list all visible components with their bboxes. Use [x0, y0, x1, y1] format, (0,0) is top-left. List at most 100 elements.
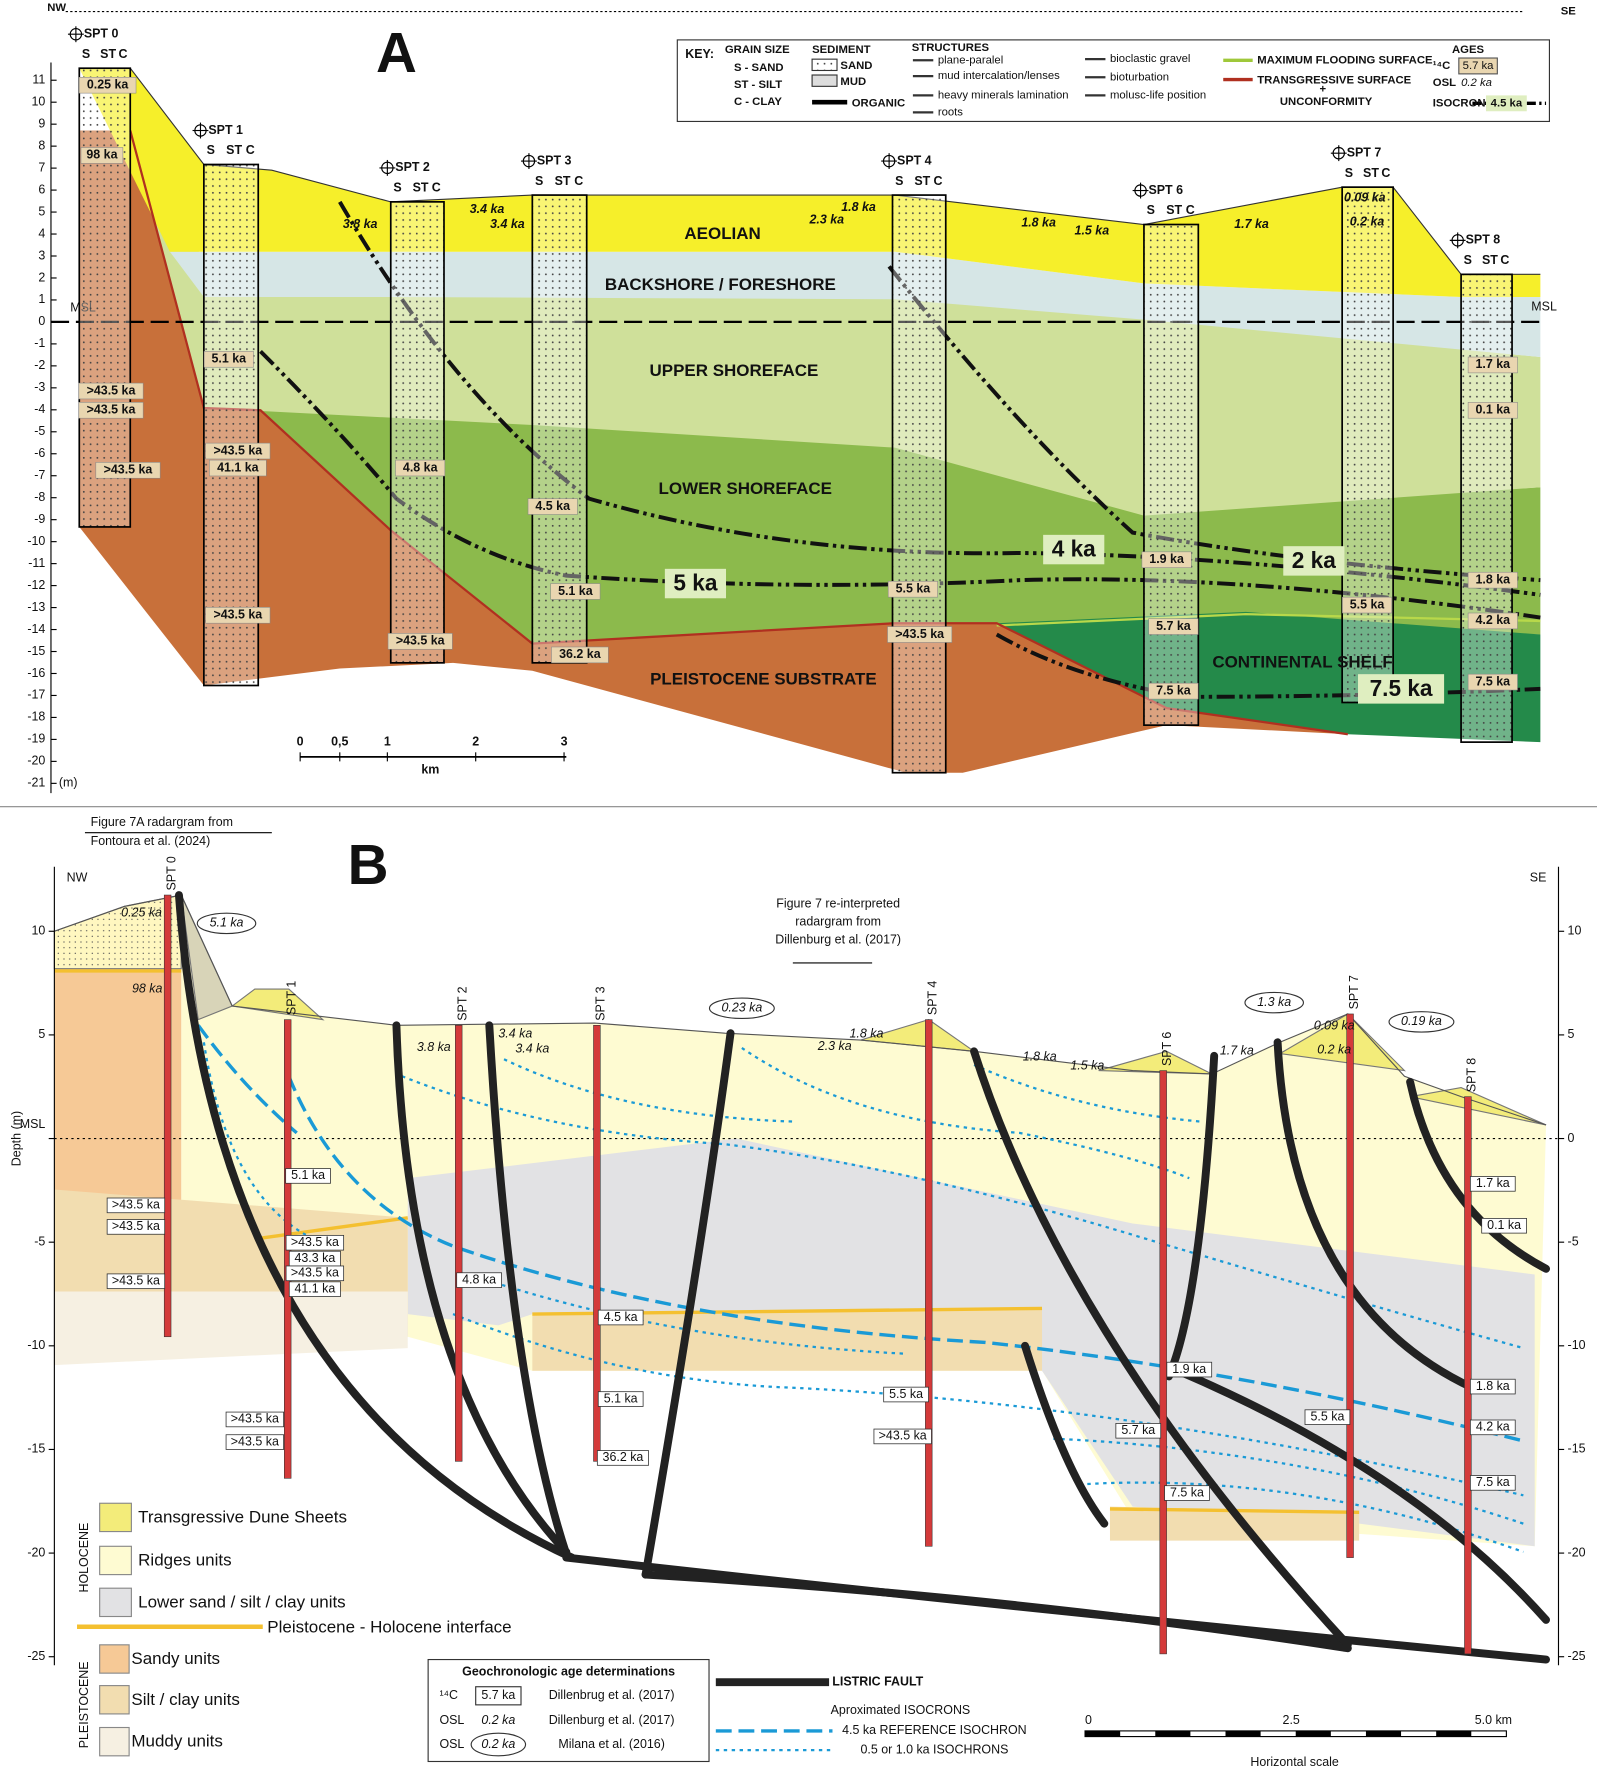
msl-label: MSL [1531, 299, 1557, 313]
age-box [527, 498, 578, 515]
y-tick-label: -15 [1568, 1442, 1586, 1456]
age-label: 5.1 ka [210, 916, 244, 930]
column-label: S [1345, 166, 1353, 180]
unit-label: CONTINENTAL SHELF [1212, 652, 1392, 671]
y-tick-label: -20 [1568, 1545, 1586, 1559]
age-label: 5.7 ka [1121, 1423, 1155, 1437]
age-label: 5.5 ka [1310, 1409, 1344, 1423]
age-label: 0.25 ka [87, 77, 129, 91]
borehole-name: SPT 1 [208, 123, 243, 137]
borehole [891, 194, 947, 774]
minor-isochron [1053, 1437, 1524, 1525]
y-tick-label: -10 [1568, 1338, 1586, 1352]
isochron-label: 4 ka [1052, 536, 1096, 562]
age-label: >43.5 ka [213, 443, 262, 457]
age-box [1458, 57, 1498, 75]
age-box [1342, 596, 1393, 614]
isochron-label-bg [1358, 674, 1445, 704]
y-tick-label: -10 [27, 1338, 45, 1352]
scale-label: 5.0 km [1475, 1713, 1512, 1727]
age-box [106, 1219, 166, 1235]
panel-label: A [376, 22, 417, 85]
depth-tick-label: -7 [34, 468, 45, 482]
fault-legend: LISTRIC FAULT [832, 1674, 923, 1688]
borehole [1346, 1013, 1354, 1558]
scale-label: 0 [1085, 1713, 1092, 1727]
isochron-label: 2 ka [1292, 547, 1336, 573]
age-label: >43.5 ka [112, 1198, 160, 1212]
fault [1273, 1038, 1477, 1392]
borehole-name: SPT 7 [1347, 145, 1382, 159]
fault [1173, 1366, 1550, 1624]
age-label: 1.7 ka [1476, 357, 1511, 371]
age-label: 0.09 ka [1344, 191, 1386, 205]
geochron-source: Dillenburg et al. (2017) [549, 1713, 675, 1727]
age-label: 0.1 ka [1476, 403, 1511, 417]
reference-isochron [196, 1024, 298, 1135]
key-item: ¹⁴C [1433, 60, 1451, 72]
borehole [1159, 1070, 1167, 1655]
y-tick-label: MSL [20, 1117, 46, 1131]
age-box [1469, 1475, 1516, 1491]
age-label: 0.25 ka [121, 905, 162, 919]
key-item: heavy minerals lamination [938, 89, 1069, 101]
key-item: 4.5 ka [1491, 97, 1523, 109]
depth-tick-label: 3 [38, 248, 45, 262]
age-box [205, 442, 271, 460]
age-box [597, 1391, 644, 1407]
age-label: 5.1 ka [291, 1168, 325, 1182]
age-label: 7.5 ka [1170, 1485, 1204, 1499]
minor-isochron [202, 1042, 307, 1236]
fault-legend: 4.5 ka REFERENCE ISOCHRON [842, 1723, 1027, 1737]
age-ellipse [1388, 1011, 1455, 1033]
age-box [1164, 1485, 1210, 1501]
age-box [475, 1686, 522, 1706]
scale-label: 2.5 [1283, 1713, 1300, 1727]
key-heading: SEDIMENT [812, 44, 871, 56]
y-tick-label: -25 [1568, 1649, 1586, 1663]
borehole-name: SPT 0 [164, 856, 178, 890]
column-label: S [393, 181, 401, 195]
fault [1406, 1077, 1550, 1273]
borehole [389, 201, 445, 664]
continental-shelf [996, 611, 1541, 743]
depth-tick-label: -21 [27, 776, 45, 790]
scale-segment [1225, 1730, 1261, 1737]
muddy-units [54, 1291, 408, 1366]
age-label: 3.4 ka [490, 217, 525, 231]
legend-item: Pleistocene - Holocene interface [267, 1617, 511, 1636]
direction: SE [1530, 870, 1547, 884]
age-box [1467, 356, 1518, 374]
dune-sheet [1410, 1086, 1547, 1126]
legend-item: Lower sand / silt / clay units [138, 1592, 346, 1611]
age-label: >43.5 ka [291, 1235, 339, 1249]
fault [641, 1029, 735, 1579]
age-label: 1.5 ka [1075, 224, 1110, 238]
age-box [1467, 673, 1518, 691]
legend-item: Silt / clay units [131, 1690, 239, 1709]
key-item: MAXIMUM FLOODING SURFACE [1257, 54, 1433, 66]
borehole [455, 1024, 463, 1462]
scale-segment [1436, 1730, 1472, 1737]
age-box [887, 626, 953, 643]
column-label: C [119, 47, 128, 61]
borehole [593, 1024, 601, 1462]
unit-label: BACKSHORE / FORESHORE [605, 275, 836, 294]
age-label: 0.19 ka [1401, 1014, 1442, 1028]
scale-label: 0,5 [331, 734, 348, 748]
note: Figure 7 re-interpreted [776, 896, 900, 910]
age-box [887, 581, 938, 598]
depth-tick-label: -20 [27, 754, 45, 768]
geochron-source: Dillenbrug et al. (2017) [549, 1688, 675, 1702]
age-label: 4.2 ka [1476, 613, 1511, 627]
scale-label: 0 [297, 734, 304, 748]
isochron-4ka [338, 200, 1541, 597]
age-label: 5.1 ka [558, 584, 593, 598]
depth-tick-label: 2 [38, 270, 45, 284]
age-box [1148, 618, 1199, 635]
borehole [925, 1019, 933, 1547]
age-box [1469, 1176, 1516, 1192]
age-box [1469, 1419, 1516, 1436]
key-item: 5.7 ka [1463, 60, 1495, 72]
